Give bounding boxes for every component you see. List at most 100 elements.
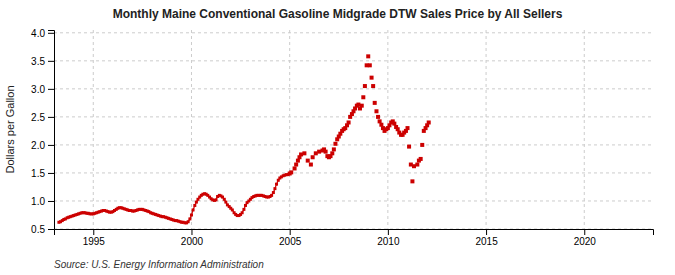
y-tick-label: 3.0	[31, 84, 45, 95]
marker	[223, 198, 226, 201]
marker	[361, 95, 365, 99]
marker	[187, 220, 190, 223]
x-tick: 2010	[377, 229, 400, 247]
marker	[370, 76, 374, 80]
source: Source: U.S. Energy Information Administ…	[54, 259, 264, 270]
y-tick: 4.0	[31, 28, 54, 39]
marker	[376, 115, 380, 119]
marker	[419, 157, 423, 161]
y-axis: 0.5 1.0 1.5 2.0 2.5 3.0 3.5 4.0	[31, 28, 54, 235]
y-tick-label: 1.0	[31, 196, 45, 207]
line	[59, 175, 288, 223]
x-tick-mark	[388, 229, 389, 235]
x-tick-mark	[584, 229, 585, 235]
x-tick: 1995	[83, 229, 106, 247]
x-tick-mark	[191, 229, 192, 235]
marker	[311, 155, 315, 159]
y-tick: 2.0	[31, 140, 54, 151]
y-tick-mark	[48, 145, 54, 146]
marker	[347, 120, 351, 124]
y-tick-label: 0.5	[31, 224, 45, 235]
grid	[54, 30, 653, 229]
x-tick: 2000	[181, 229, 204, 247]
marker	[293, 166, 297, 170]
marker	[363, 84, 367, 88]
y-tick: 3.5	[31, 56, 54, 67]
y-grid-line	[54, 172, 653, 173]
marker	[241, 211, 244, 214]
marker	[289, 170, 293, 174]
marker	[410, 179, 414, 183]
marker	[192, 208, 195, 211]
marker	[193, 204, 196, 207]
marker	[406, 126, 410, 130]
marker	[324, 150, 328, 154]
y-grid-line	[54, 200, 653, 201]
y-grid-line	[54, 60, 653, 61]
y-tick-mark	[48, 229, 54, 230]
y-tick-mark	[48, 61, 54, 62]
marker	[215, 198, 218, 201]
x-grid-line	[289, 30, 290, 229]
marker	[190, 213, 193, 216]
marker	[407, 145, 411, 149]
y-tick: 3.0	[31, 84, 54, 95]
x-tick-label: 2020	[574, 236, 597, 247]
y-tick: 1.5	[31, 168, 54, 179]
chart: 1995 2000 2005 2010 2015 2020 0.5 1.0 1.5 2.0 2.5 3…	[0, 0, 675, 275]
x-axis: 1995 2000 2005 2010 2015 2020	[55, 229, 654, 247]
marker	[195, 201, 198, 204]
marker	[360, 104, 364, 108]
y-grid-line	[54, 88, 653, 89]
marker	[427, 120, 431, 124]
series	[57, 173, 289, 224]
marker	[420, 143, 424, 147]
marker	[373, 101, 377, 105]
x-grid-line	[584, 30, 585, 229]
x-tick-label: 2005	[279, 236, 302, 247]
marker	[332, 147, 336, 151]
y-grid-line	[54, 144, 653, 145]
marker	[231, 208, 234, 211]
marker	[306, 159, 310, 163]
y-tick: 2.5	[31, 112, 54, 123]
plot: 1995 2000 2005 2010 2015 2020 0.5 1.0 1.5 2.0 2.5 3…	[31, 28, 653, 248]
x-tick-label: 2000	[181, 236, 204, 247]
y-tick-label: 3.5	[31, 56, 45, 67]
marker	[371, 84, 375, 88]
y-tick-mark	[48, 201, 54, 202]
y-tick-label: 1.5	[31, 168, 45, 179]
marks	[57, 54, 430, 224]
x-tick-label: 2010	[377, 236, 400, 247]
marker	[275, 183, 278, 186]
y-tick-mark	[48, 33, 54, 34]
x-tick: 2015	[475, 229, 498, 247]
y-grid-line	[54, 116, 653, 117]
marker	[302, 151, 306, 155]
marker	[333, 142, 337, 146]
marker	[366, 54, 370, 58]
marker	[330, 151, 334, 155]
marker	[294, 163, 298, 167]
marker	[309, 163, 313, 167]
y-tick-label: 2.5	[31, 112, 45, 123]
x-tick-label: 1995	[83, 236, 106, 247]
y-tick: 0.5	[31, 224, 54, 235]
series	[288, 54, 431, 183]
y-grid-line	[54, 32, 653, 33]
title: Monthly Maine Conventional Gasoline Midg…	[113, 7, 563, 21]
marker	[374, 109, 378, 113]
y-tick: 1.0	[31, 196, 54, 207]
x-tick-mark	[290, 229, 291, 235]
y-tick-mark	[48, 173, 54, 174]
marker	[244, 204, 247, 207]
x-tick-label: 2015	[475, 236, 498, 247]
marker	[368, 63, 372, 67]
y-tick-label: 4.0	[31, 28, 45, 39]
y-tick-label: 2.0	[31, 140, 45, 151]
marker	[188, 217, 191, 220]
marker	[273, 187, 276, 190]
marker	[242, 208, 245, 211]
marker	[224, 201, 227, 204]
y-tick-mark	[48, 89, 54, 90]
